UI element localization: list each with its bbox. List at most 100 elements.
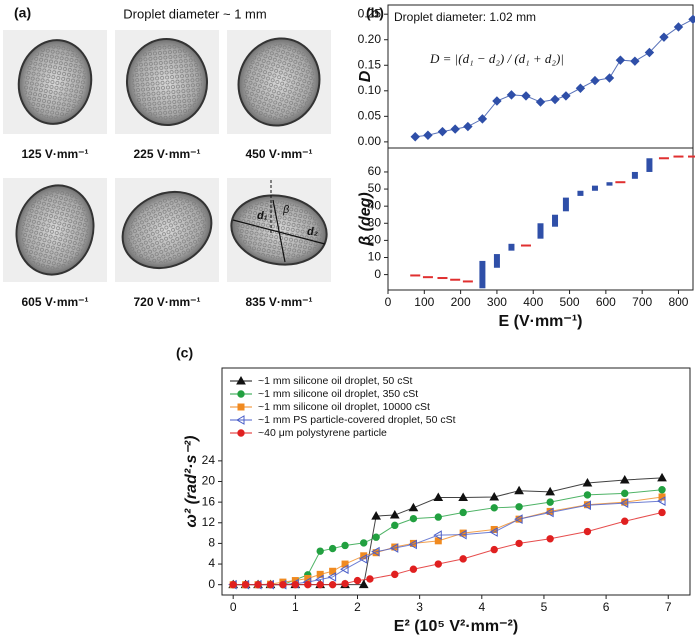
marker (561, 91, 571, 101)
marker (583, 527, 592, 536)
legend-label: ~1 mm silicone oil droplet, 350 cSt (258, 388, 418, 400)
y-tick-label: 4 (208, 556, 215, 570)
marker (241, 580, 250, 589)
marker (630, 56, 640, 66)
marker (423, 130, 433, 140)
y-axis-label: D (357, 70, 374, 82)
x-tick-label: 200 (451, 295, 471, 309)
y-tick-label: 8 (208, 536, 215, 550)
range-box (493, 254, 500, 268)
panel-label: (a) (14, 5, 31, 21)
point-dash (462, 280, 473, 283)
y-tick-label: 30 (368, 215, 382, 229)
x-tick-label: 1 (292, 600, 299, 614)
droplet-cells (243, 43, 315, 121)
y-tick-label: 40 (368, 198, 382, 212)
marker (291, 580, 300, 589)
series-line (415, 18, 694, 138)
droplet-cells (23, 45, 87, 119)
point-dash (422, 276, 433, 279)
marker (433, 530, 442, 541)
marker (477, 114, 488, 124)
range-box (537, 223, 544, 239)
marker (389, 510, 400, 519)
marker (514, 514, 523, 525)
marker (372, 533, 380, 541)
panel-title: Droplet diameter ~ 1 mm (123, 6, 266, 21)
marker (615, 55, 626, 65)
plot-frame (387, 147, 694, 291)
y-tick-label: 0.25 (358, 6, 382, 20)
y-axis-label: β (deg) (357, 192, 374, 246)
marker (458, 492, 469, 501)
marker (408, 539, 417, 550)
marker (590, 75, 600, 86)
droplet-cells (131, 44, 203, 120)
marker (391, 521, 399, 530)
legend-marker (237, 403, 245, 411)
marker (341, 541, 349, 550)
y-tick-label: 0 (208, 577, 215, 591)
y-axis-label: ω² (rad²·s⁻²) (183, 435, 200, 527)
marker (437, 126, 448, 137)
marker (658, 508, 666, 517)
marker (358, 579, 369, 589)
annotation: Droplet diameter: 1.02 mm (394, 10, 536, 24)
range-box (591, 185, 598, 191)
marker (621, 489, 629, 498)
marker (463, 121, 473, 132)
plot-frame (387, 4, 694, 149)
marker (489, 527, 498, 537)
point-dash (450, 278, 461, 281)
marker (535, 97, 546, 107)
marker (341, 579, 349, 588)
x-tick-label: 0 (385, 295, 392, 309)
y-tick-label: 0.20 (358, 32, 382, 46)
range-box (646, 158, 653, 172)
marker (659, 32, 669, 42)
marker (644, 47, 655, 58)
marker (434, 513, 442, 521)
y-tick-label: 0.10 (358, 83, 382, 97)
point-dash (615, 181, 626, 184)
marker (515, 539, 523, 548)
marker (358, 554, 368, 564)
legend-marker (236, 375, 246, 385)
point-dash (658, 157, 669, 160)
droplet-cells (127, 196, 207, 264)
marker (550, 94, 560, 105)
marker (619, 474, 630, 484)
x-tick-label: 400 (523, 295, 543, 309)
y-tick-label: 50 (368, 181, 382, 195)
x-tick-label: 100 (414, 295, 434, 309)
x-tick-label: 2 (354, 600, 361, 614)
marker (490, 504, 498, 512)
marker (409, 514, 418, 523)
range-box (552, 214, 559, 227)
y-tick-label: 0.05 (358, 109, 382, 123)
series-line (233, 500, 663, 586)
marker (433, 492, 444, 501)
legend-marker (237, 390, 245, 398)
range-box (577, 190, 584, 196)
marker (340, 564, 349, 575)
marker (582, 500, 591, 511)
range-box (631, 171, 638, 179)
range-box (606, 182, 613, 186)
point-dash (673, 155, 684, 158)
marker (316, 580, 324, 589)
marker (389, 543, 399, 553)
marker (545, 486, 556, 496)
caption: 225 V·mm⁻¹ (133, 147, 200, 161)
series-line (233, 511, 663, 586)
marker (514, 485, 524, 495)
marker (658, 486, 666, 494)
marker (360, 539, 368, 547)
marker (492, 96, 502, 106)
marker (489, 491, 500, 501)
legend-label: ~1 mm silicone oil droplet, 50 cSt (258, 375, 412, 387)
marker (521, 91, 531, 101)
caption: 605 V·mm⁻¹ (21, 295, 88, 309)
x-tick-label: 3 (416, 600, 423, 614)
caption: 835 V·mm⁻¹ (245, 295, 312, 309)
